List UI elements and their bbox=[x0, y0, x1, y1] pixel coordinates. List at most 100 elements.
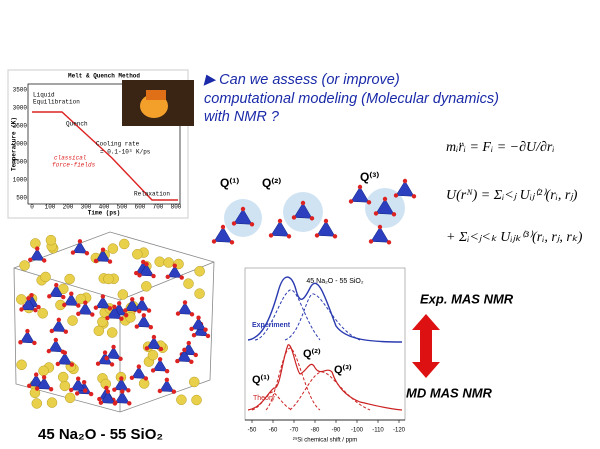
oxygen bbox=[323, 218, 329, 224]
sodium bbox=[46, 397, 58, 408]
q-label: Q⁽³⁾ bbox=[334, 364, 352, 376]
oxygen bbox=[141, 259, 146, 265]
x-tick-label: 500 bbox=[117, 204, 128, 211]
oxygen bbox=[100, 294, 106, 299]
oxygen bbox=[182, 300, 188, 305]
y-tick-label: 500 bbox=[16, 195, 27, 202]
tetrahedron bbox=[63, 293, 79, 306]
tetrahedron bbox=[146, 336, 162, 350]
series-label: Experiment bbox=[252, 322, 291, 329]
oxygen bbox=[189, 312, 195, 317]
oxygen bbox=[141, 313, 147, 318]
oxygen bbox=[391, 212, 397, 217]
sodium bbox=[141, 281, 152, 292]
oxygen bbox=[90, 312, 95, 317]
x-axis-label: Time (ps) bbox=[88, 210, 120, 217]
tetrahedron bbox=[375, 198, 395, 215]
x-tick-label: 800 bbox=[171, 204, 182, 211]
photo-crucible bbox=[146, 90, 166, 100]
tetrahedron bbox=[106, 306, 122, 319]
tetrahedron bbox=[21, 297, 36, 311]
sodium bbox=[31, 398, 43, 409]
oxygen bbox=[47, 294, 52, 299]
tetrahedron bbox=[36, 376, 52, 390]
tetrahedron bbox=[395, 180, 415, 197]
oxygen bbox=[150, 368, 156, 373]
oxygen bbox=[76, 303, 81, 308]
sodium bbox=[119, 238, 130, 250]
oxygen bbox=[93, 305, 99, 310]
x-tick-label: -60 bbox=[269, 428, 278, 434]
oxygen bbox=[82, 388, 88, 393]
glass-caption: 45 Na₂O - 55 SiO₂ bbox=[38, 426, 163, 443]
sodium bbox=[194, 288, 205, 299]
sodium bbox=[106, 327, 118, 338]
tetrahedron bbox=[177, 301, 193, 315]
label: Equilibration bbox=[33, 99, 80, 106]
label: classical bbox=[54, 155, 87, 162]
oxygen bbox=[129, 375, 135, 380]
nmr-plot: 45 Na₂O - 55 SiO₂ Experiment Theory Q⁽¹⁾… bbox=[244, 267, 406, 444]
oxygen bbox=[151, 334, 157, 340]
oxygen bbox=[127, 401, 132, 406]
melt-quench-panel: Melt & Quench Method Liquid Equilibratio… bbox=[7, 69, 194, 219]
oxygen bbox=[33, 307, 38, 313]
q-label: Q⁽²⁾ bbox=[262, 176, 281, 190]
oxygen bbox=[348, 199, 354, 204]
oxygen bbox=[34, 386, 40, 391]
oxygen bbox=[157, 388, 163, 394]
oxygen bbox=[151, 273, 156, 279]
sodium bbox=[183, 278, 194, 289]
tetrahedron bbox=[95, 249, 111, 262]
x-axis-label: ²⁹Si chemical shift / ppm bbox=[293, 437, 358, 444]
sodium bbox=[103, 273, 114, 285]
oxygen bbox=[134, 324, 140, 329]
oxygen bbox=[130, 297, 135, 302]
oxygen bbox=[36, 304, 41, 310]
oxygen bbox=[357, 184, 363, 190]
glass-structure bbox=[13, 231, 215, 413]
oxygen bbox=[164, 368, 170, 374]
sodium bbox=[64, 273, 75, 285]
oxygen bbox=[123, 308, 128, 313]
oxygen bbox=[277, 218, 283, 224]
y-tick-label: 3500 bbox=[13, 87, 28, 94]
x-tick-label: -110 bbox=[372, 428, 384, 434]
sodium bbox=[138, 378, 150, 389]
headline-line: computational modeling (Molecular dynami… bbox=[204, 91, 499, 107]
sodium bbox=[40, 271, 51, 283]
q-units: Q⁽¹⁾ Q⁽²⁾ Q⁽³⁾ bbox=[211, 170, 417, 245]
label: = 0.1-10³ K/ps bbox=[100, 149, 151, 156]
experiment-component bbox=[284, 293, 361, 341]
oxygen bbox=[171, 389, 177, 394]
oxygen bbox=[63, 329, 69, 334]
tetrahedron bbox=[370, 226, 390, 243]
sodium bbox=[75, 293, 87, 305]
oxygen bbox=[69, 362, 75, 367]
label: Cooling rate bbox=[96, 141, 140, 148]
tetrahedron bbox=[19, 330, 35, 344]
theory-component bbox=[289, 371, 371, 411]
tetrahedron bbox=[213, 226, 233, 243]
oxygen bbox=[137, 273, 142, 278]
oxygen bbox=[112, 401, 118, 406]
experiment-spectrum bbox=[247, 276, 403, 343]
sodium bbox=[107, 243, 119, 254]
oxygen bbox=[332, 234, 338, 239]
oxygen bbox=[268, 233, 274, 238]
oxygen bbox=[193, 352, 198, 358]
tetrahedron bbox=[70, 378, 86, 391]
oxygen bbox=[105, 389, 111, 394]
oxygen bbox=[76, 311, 81, 317]
tetrahedron bbox=[48, 339, 64, 353]
oxygen bbox=[62, 350, 68, 355]
sodium bbox=[154, 256, 165, 268]
oxygen bbox=[118, 356, 123, 362]
oxygen bbox=[240, 206, 246, 212]
oxygen bbox=[48, 387, 54, 392]
oxygen bbox=[119, 316, 124, 321]
tetrahedron bbox=[77, 302, 93, 315]
x-tick-label: -90 bbox=[332, 428, 341, 434]
x-tick-label: -120 bbox=[393, 428, 406, 434]
